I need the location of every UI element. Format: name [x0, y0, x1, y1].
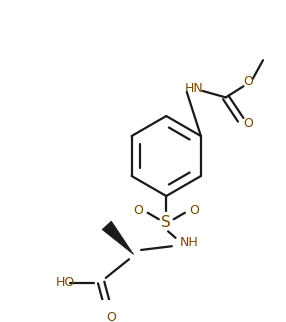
Text: O: O [243, 75, 253, 88]
Text: O: O [106, 311, 116, 322]
Text: O: O [189, 204, 199, 217]
Text: O: O [243, 117, 253, 130]
Text: HO: HO [56, 276, 76, 289]
Text: O: O [133, 204, 143, 217]
Polygon shape [102, 221, 134, 255]
Text: NH: NH [179, 236, 198, 249]
Text: HN: HN [185, 81, 204, 95]
Text: S: S [161, 214, 171, 230]
